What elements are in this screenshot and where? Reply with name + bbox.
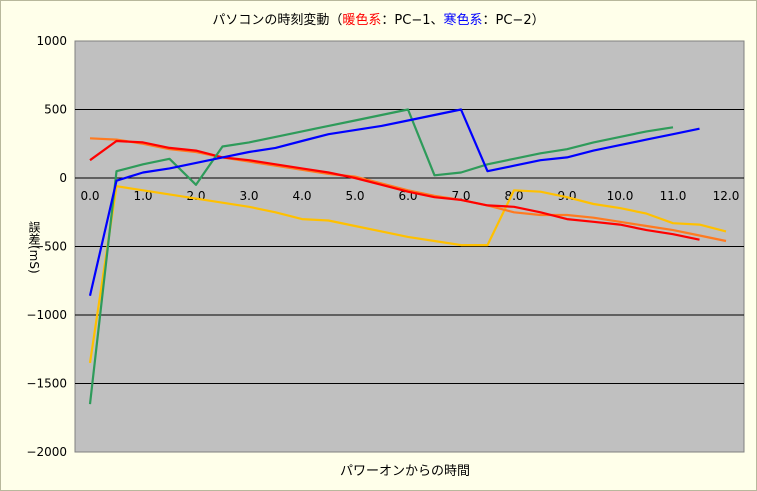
x-tick-label: 5.0 — [345, 189, 364, 203]
x-tick-label: 11.0 — [660, 189, 687, 203]
series-lines — [88, 108, 727, 405]
x-tick-label: 2.0 — [186, 189, 205, 203]
title-cool-label: 寒色系 — [443, 13, 483, 28]
y-axis-ticks: 1000 500 0 −500 −1000 −1500 −2000 — [26, 34, 67, 459]
gridlines — [75, 109, 744, 384]
title-warm-suffix: ：PC−1、 — [381, 13, 444, 28]
y-tick-label: −1000 — [26, 308, 67, 322]
x-axis-label: パワーオンからの時間 — [339, 464, 470, 479]
y-tick-label: −500 — [34, 240, 67, 254]
y-tick-label: 500 — [44, 103, 67, 117]
title-warm-label: 暖色系 — [342, 13, 382, 28]
y-tick-label: 0 — [59, 171, 67, 185]
series-line — [88, 108, 674, 405]
x-tick-label: 10.0 — [607, 189, 634, 203]
y-tick-label: −1500 — [26, 377, 67, 391]
x-tick-label: 0.0 — [80, 189, 99, 203]
title-cool-suffix: ：PC−2） — [482, 13, 545, 28]
chart-title: パソコンの時刻変動（暖色系：PC−1、寒色系：PC−2） — [0, 9, 757, 28]
x-tick-label: 4.0 — [292, 189, 311, 203]
series-line — [88, 108, 700, 297]
series-line — [88, 185, 727, 364]
x-tick-label: 3.0 — [239, 189, 258, 203]
y-tick-label: 1000 — [36, 34, 67, 48]
y-axis-label: 誤差(mS) — [27, 220, 41, 274]
title-prefix: パソコンの時刻変動（ — [212, 13, 343, 28]
series-line — [89, 137, 727, 243]
y-tick-label: −2000 — [26, 445, 67, 459]
series-line — [89, 139, 700, 241]
x-tick-label: 1.0 — [133, 189, 152, 203]
x-tick-label: 12.0 — [713, 189, 740, 203]
